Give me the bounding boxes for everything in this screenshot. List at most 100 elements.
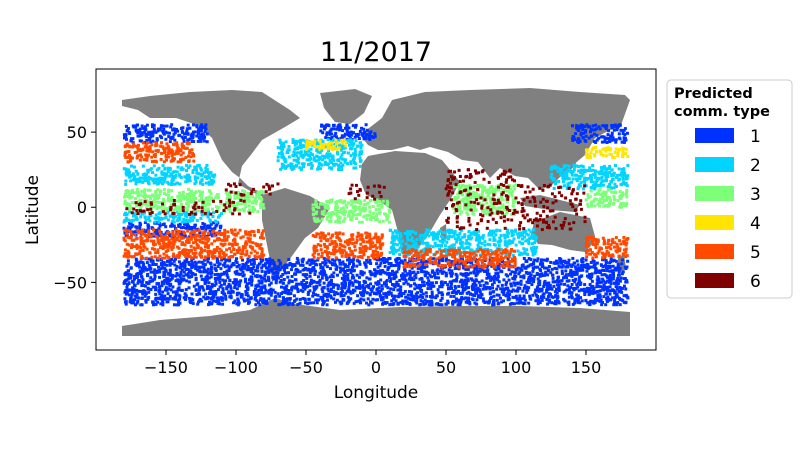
scatter-point [406,246,410,250]
scatter-point [170,179,174,183]
scatter-point [283,157,287,161]
scatter-point [485,270,489,274]
scatter-point [320,158,324,162]
scatter-point [145,281,149,285]
scatter-point [174,174,178,178]
scatter-point [124,302,128,306]
scatter-point [305,276,309,280]
scatter-point [331,275,335,279]
scatter-point [359,297,363,301]
scatter-point [274,278,278,282]
scatter-point [488,291,492,295]
scatter-point [139,198,143,202]
scatter-point [413,245,417,249]
scatter-point [143,128,147,132]
scatter-point [167,188,171,192]
scatter-point [425,294,429,298]
scatter-point [591,124,595,128]
scatter-point [469,292,473,296]
scatter-point [139,271,143,275]
scatter-point [611,264,615,268]
scatter-point [565,187,569,191]
scatter-point [564,177,568,181]
scatter-point [595,261,599,265]
scatter-point [261,291,265,295]
scatter-point [252,289,256,293]
scatter-point [141,269,145,273]
scatter-point [233,205,237,209]
scatter-point [599,182,603,186]
scatter-point [453,267,457,271]
scatter-point [560,279,564,283]
scatter-point [440,270,444,274]
scatter-point [557,289,561,293]
scatter-point [601,183,605,187]
scatter-point [597,289,601,293]
scatter-point [322,156,326,160]
scatter-point [533,265,537,269]
scatter-point [297,282,301,286]
scatter-point [396,301,400,305]
scatter-point [133,303,137,307]
scatter-point [136,172,140,176]
scatter-point [576,138,580,142]
scatter-point [546,273,550,277]
scatter-point [451,302,455,306]
scatter-point [186,219,190,223]
scatter-point [474,291,478,295]
scatter-point [514,268,518,272]
scatter-point [471,282,475,286]
scatter-point [527,241,531,245]
scatter-point [162,172,166,176]
scatter-point [337,284,341,288]
scatter-point [158,211,162,215]
scatter-point [597,125,601,129]
scatter-point [490,230,494,234]
scatter-point [481,297,485,301]
scatter-point [146,297,150,301]
scatter-point [495,247,499,251]
scatter-point [431,231,435,235]
scatter-point [453,300,457,304]
scatter-point [173,257,177,261]
scatter-point [353,135,357,139]
scatter-point [584,129,588,133]
scatter-point [613,299,617,303]
scatter-point [542,266,546,270]
scatter-point [129,295,133,299]
scatter-point [186,138,190,142]
scatter-point [309,281,313,285]
scatter-point [610,168,614,172]
scatter-point [170,262,174,266]
scatter-point [169,283,173,287]
scatter-point [140,280,144,284]
scatter-point [324,275,328,279]
scatter-point [577,140,581,144]
scatter-point [406,296,410,300]
scatter-point [519,282,523,286]
scatter-point [146,286,150,290]
scatter-point [206,224,210,228]
scatter-point [358,262,362,266]
scatter-point [578,139,582,143]
scatter-point [191,233,195,237]
scatter-point [184,131,188,135]
scatter-point [616,262,620,266]
scatter-point [481,287,485,291]
scatter-point [323,263,327,267]
scatter-point [165,124,169,128]
scatter-point [485,300,489,304]
scatter-point [387,292,391,296]
scatter-point [214,282,218,286]
scatter-point [180,233,184,237]
scatter-point [386,268,390,272]
scatter-point [357,281,361,285]
scatter-point [287,155,291,159]
scatter-point [197,127,201,131]
scatter-point [153,273,157,277]
scatter-point [495,298,499,302]
scatter-point [597,136,601,140]
scatter-point [488,238,492,242]
scatter-point [296,289,300,293]
scatter-point [581,165,585,169]
